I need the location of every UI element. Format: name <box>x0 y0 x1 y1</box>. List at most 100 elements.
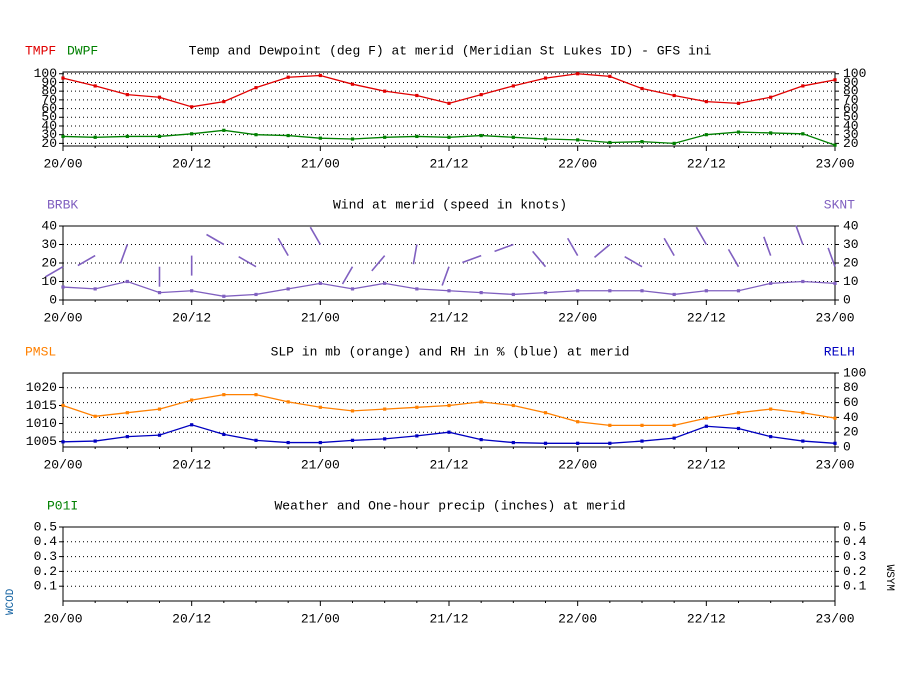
data-point <box>286 133 290 138</box>
series-line <box>62 424 836 444</box>
data-point <box>318 440 322 445</box>
data-point <box>640 423 644 427</box>
y2-tick-label: 70 <box>843 92 859 107</box>
data-point <box>640 289 644 293</box>
y-tick-label: 30 <box>41 127 57 142</box>
data-point <box>93 414 97 418</box>
panel-title: Wind at merid (speed in knots) <box>333 197 567 212</box>
x-tick-label: 22/00 <box>558 457 597 472</box>
y-tick-label: 40 <box>41 118 57 133</box>
y-tick-label: 60 <box>41 101 57 116</box>
data-point <box>190 398 194 402</box>
x-tick-label: 21/12 <box>429 611 468 626</box>
data-point <box>222 393 226 397</box>
data-point <box>479 400 483 404</box>
data-point <box>383 89 387 93</box>
y-tick-label: 30 <box>41 237 57 252</box>
data-point <box>543 411 548 415</box>
y2-tick-label: 40 <box>843 118 859 133</box>
wind-barb <box>663 237 675 257</box>
wind-barb <box>532 250 547 268</box>
data-point <box>511 135 515 139</box>
data-point <box>447 135 451 139</box>
data-point <box>125 411 129 415</box>
data-point <box>801 411 805 415</box>
y-tick-label: 0 <box>49 292 57 307</box>
y2-tick-label: 60 <box>843 395 859 410</box>
data-point <box>190 289 194 293</box>
data-point <box>736 130 741 134</box>
y2-tick-label: 30 <box>843 237 859 252</box>
data-point <box>125 134 129 139</box>
data-point <box>801 132 805 136</box>
y2-tick-label: 100 <box>843 365 866 380</box>
data-point <box>511 84 515 88</box>
plot-frame <box>62 526 836 602</box>
x-tick-label: 20/00 <box>43 457 82 472</box>
x-tick-label: 22/12 <box>687 310 726 325</box>
x-tick-label: 23/00 <box>815 156 854 171</box>
data-point <box>125 93 129 97</box>
x-tick-label: 21/12 <box>429 457 468 472</box>
x-tick-label: 22/12 <box>687 457 726 472</box>
y-tick-label: 40 <box>41 218 57 233</box>
y-label: WCOD <box>5 588 17 615</box>
wind-barb <box>695 226 708 245</box>
wind-barb <box>277 237 289 257</box>
data-point <box>833 78 837 82</box>
data-point <box>61 76 65 80</box>
data-point <box>286 287 290 291</box>
data-point <box>704 100 708 104</box>
data-point <box>511 403 515 408</box>
data-point <box>769 435 773 439</box>
data-point <box>672 292 676 297</box>
data-point <box>286 75 290 79</box>
wind-barb <box>462 254 482 264</box>
data-point <box>350 438 355 442</box>
wind-barb <box>494 243 514 253</box>
y-tick-label: 0.2 <box>34 564 57 579</box>
data-point <box>254 438 258 442</box>
y2-tick-label: 10 <box>843 274 859 289</box>
data-point <box>61 403 65 408</box>
panel-title: Temp and Dewpoint (deg F) at merid (Meri… <box>189 43 712 58</box>
y-tick-label: 90 <box>41 75 57 90</box>
wind-barb <box>827 247 836 267</box>
y2-tick-label: 0.4 <box>843 534 867 549</box>
data-point <box>157 433 162 437</box>
wind-barb <box>412 244 418 265</box>
y-tick-label: 1015 <box>26 398 57 413</box>
data-point <box>157 407 162 411</box>
y2-tick-label: 0.5 <box>843 519 866 534</box>
wind-barb <box>624 256 643 268</box>
legend-label: TMPF <box>25 43 56 58</box>
x-tick-label: 21/00 <box>301 310 340 325</box>
y2-tick-label: 0.3 <box>843 549 866 564</box>
data-point <box>222 294 226 298</box>
data-point <box>383 281 387 285</box>
data-point <box>61 134 65 139</box>
x-tick-label: 23/00 <box>815 457 854 472</box>
data-point <box>608 74 612 78</box>
data-point <box>383 135 387 139</box>
data-point <box>672 141 676 145</box>
data-point <box>479 291 483 295</box>
x-tick-label: 21/00 <box>301 611 340 626</box>
data-point <box>672 436 676 440</box>
data-point <box>350 287 355 291</box>
data-point <box>318 73 322 78</box>
data-point <box>640 86 644 91</box>
data-point <box>318 281 322 285</box>
data-point <box>769 95 773 99</box>
data-point <box>736 426 741 431</box>
y2-tick-label: 90 <box>843 75 859 90</box>
data-point <box>769 407 773 411</box>
y2-tick-label: 60 <box>843 101 859 116</box>
wind-barb <box>593 243 611 258</box>
data-point <box>608 441 612 445</box>
x-tick-label: 23/00 <box>815 310 854 325</box>
data-point <box>350 137 355 141</box>
data-point <box>833 281 837 285</box>
wind-barb <box>119 244 129 264</box>
wind-barb <box>206 233 225 246</box>
